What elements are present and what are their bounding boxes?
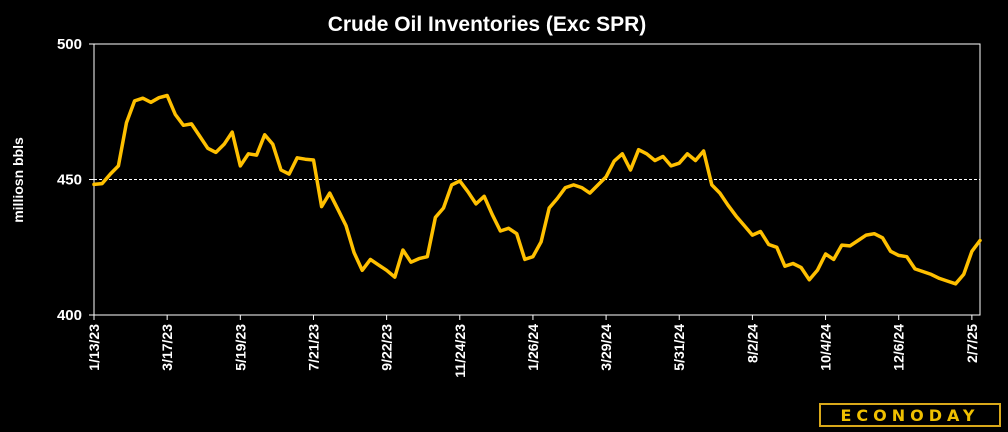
x-tick-label: 1/26/24 [525,324,541,371]
chart-title: Crude Oil Inventories (Exc SPR) [328,13,647,36]
econoday-logo: ECONODAY [819,403,1001,427]
x-tick-label: 2/7/25 [964,324,980,363]
series-line [92,93,982,286]
x-tick-label: 5/19/23 [232,324,248,371]
y-tick-label: 500 [57,36,82,53]
x-tick-label: 8/2/24 [744,324,760,363]
x-tick-label: 11/24/23 [452,324,468,378]
y-tick-label: 450 [57,172,82,189]
x-tick-label: 3/29/24 [598,324,614,371]
y-axis-label: milliosn bbls [10,137,26,223]
x-tick-label: 1/13/23 [86,324,102,371]
logo-text: ECONODAY [840,405,980,425]
y-tick-label: 400 [57,307,82,324]
x-tick-label: 3/17/23 [159,324,175,371]
x-tick-label: 7/21/23 [305,324,321,371]
x-tick-label: 9/22/23 [379,324,395,371]
x-tick-label: 5/31/24 [671,324,687,371]
x-tick-label: 12/6/24 [891,324,907,371]
x-tick-label: 10/4/24 [818,324,834,371]
